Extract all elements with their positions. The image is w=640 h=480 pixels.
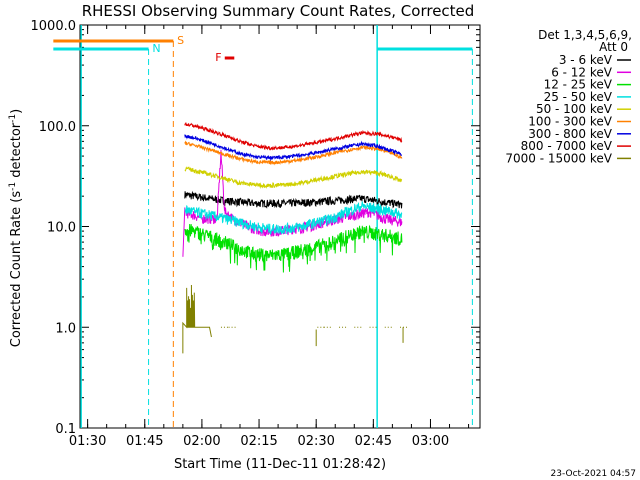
series-line-6 [184, 134, 403, 162]
x-tick-label: 03:00 [412, 434, 449, 449]
legend-entry-label: 12 - 25 keV [544, 78, 613, 92]
series-7 [184, 122, 403, 151]
series-line-7 [184, 122, 403, 151]
legend-entry-label: 50 - 100 keV [536, 102, 613, 116]
legend-entry-label: 6 - 12 keV [551, 65, 613, 79]
legend-entry-label: 800 - 7000 keV [521, 139, 613, 153]
x-tick-label: 02:15 [240, 434, 277, 449]
timestamp: 23-Oct-2021 04:57 [551, 469, 636, 479]
chart-title: RHESSI Observing Summary Count Rates, Co… [82, 2, 475, 20]
series-line-5 [184, 140, 403, 166]
legend-header-detectors: Det 1,3,4,5,6,9, [538, 28, 632, 42]
legend-header-attenuator: Att 0 [599, 40, 628, 54]
saa-flag-label: S [177, 34, 184, 47]
y-tick-label: 1000.0 [31, 19, 77, 34]
y-tick-label: 1.0 [55, 321, 76, 336]
series-line-8 [182, 285, 212, 354]
series-5 [184, 140, 403, 166]
legend-entry-label: 3 - 6 keV [559, 53, 613, 67]
legend-entry-label: 7000 - 15000 keV [505, 151, 612, 165]
legend-entry-label: 100 - 300 keV [528, 115, 612, 129]
x-tick-label: 01:30 [69, 434, 106, 449]
series-0 [184, 190, 403, 209]
y-axis-label: Corrected Count Rate (s-1 detector-1) [8, 109, 24, 347]
y-tick-label: 10.0 [47, 221, 76, 236]
x-axis-label: Start Time (11-Dec-11 01:28:42) [174, 457, 386, 472]
x-tick-label: 02:45 [355, 434, 392, 449]
legend-entry-label: 25 - 50 keV [544, 90, 613, 104]
series-line-2 [184, 223, 403, 273]
series-6 [184, 134, 403, 162]
x-tick-label: 02:00 [183, 434, 220, 449]
x-tick-label: 02:30 [297, 434, 334, 449]
series-2 [184, 223, 403, 273]
legend-entry-label: 300 - 800 keV [528, 127, 612, 141]
series-line-4 [184, 166, 403, 190]
y-tick-label: 0.1 [55, 422, 76, 437]
series-line-3 [184, 201, 403, 235]
series-line-0 [184, 190, 403, 209]
plot-area [53, 24, 481, 429]
series-4 [184, 166, 403, 190]
night-flag-label: N [152, 42, 160, 55]
y-tick-label: 100.0 [39, 120, 76, 135]
series-8 [182, 285, 408, 354]
x-tick-label: 01:45 [126, 434, 163, 449]
flare-flag-label: F [215, 51, 221, 64]
series-3 [184, 201, 403, 235]
